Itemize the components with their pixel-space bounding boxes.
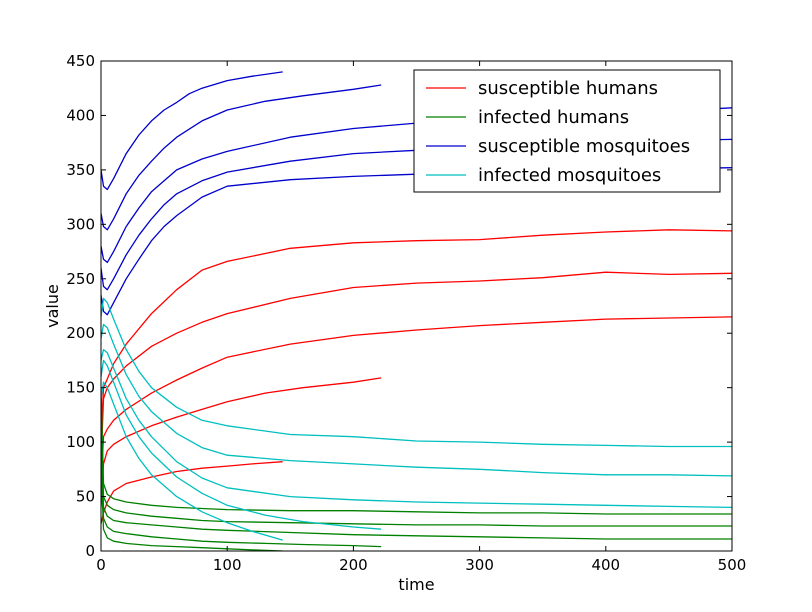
y-tick-label: 150 [66,379,95,397]
y-tick-label: 100 [66,433,95,451]
y-tick-label: 0 [85,542,95,560]
legend-label-infected-humans: infected humans [478,107,629,128]
legend-label-infected-mosquitoes: infected mosquitoes [478,165,661,186]
legend-label-susceptible-mosquitoes: susceptible mosquitoes [478,136,690,157]
x-tick-label: 200 [339,556,368,574]
y-tick-label: 350 [66,161,95,179]
x-axis-label: time [398,575,434,594]
y-tick-label: 50 [76,488,95,506]
y-tick-label: 300 [66,215,95,233]
y-tick-label: 200 [66,324,95,342]
x-tick-label: 300 [465,556,494,574]
y-axis-label: value [43,284,62,328]
x-tick-label: 100 [213,556,242,574]
y-tick-label: 250 [66,270,95,288]
x-tick-label: 500 [718,556,747,574]
legend: susceptible humans infected humans suscept… [414,70,720,192]
legend-label-susceptible-humans: susceptible humans [478,78,658,99]
y-tick-label: 450 [66,52,95,70]
y-tick-label: 400 [66,106,95,124]
x-tick-label: 400 [591,556,620,574]
x-tick-label: 0 [96,556,106,574]
